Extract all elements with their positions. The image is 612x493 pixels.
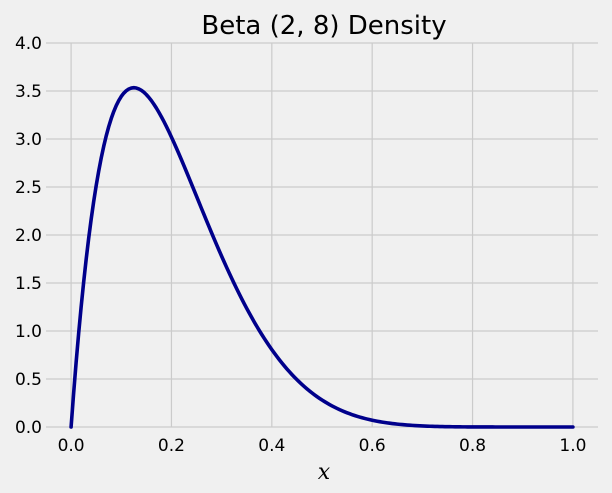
y-tick-label: 2.5 [15, 178, 42, 198]
y-tick-label: 3.0 [15, 130, 42, 150]
y-axis-ticks: 0.0 0.5 1.0 1.5 2.0 2.5 3.0 3.5 4.0 [15, 34, 42, 438]
y-tick-label: 4.0 [15, 34, 42, 54]
x-axis-label: x [318, 460, 331, 485]
grid [46, 42, 598, 428]
y-tick-label: 2.0 [15, 226, 42, 246]
x-tick-label: 0.8 [459, 436, 486, 456]
x-tick-label: 1.0 [559, 436, 586, 456]
y-tick-label: 1.5 [15, 274, 42, 294]
y-tick-label: 1.0 [15, 322, 42, 342]
x-tick-label: 0.0 [58, 436, 85, 456]
plot-area [69, 85, 575, 429]
x-axis-ticks: 0.0 0.2 0.4 0.6 0.8 1.0 [58, 436, 587, 456]
y-tick-label: 0.5 [15, 370, 42, 390]
y-tick-label: 0.0 [15, 418, 42, 438]
chart-title: Beta (2, 8) Density [201, 11, 446, 41]
density-curve [69, 85, 575, 429]
y-tick-label: 3.5 [15, 82, 42, 102]
x-tick-label: 0.6 [359, 436, 386, 456]
x-tick-label: 0.2 [158, 436, 185, 456]
x-tick-label: 0.4 [258, 436, 285, 456]
